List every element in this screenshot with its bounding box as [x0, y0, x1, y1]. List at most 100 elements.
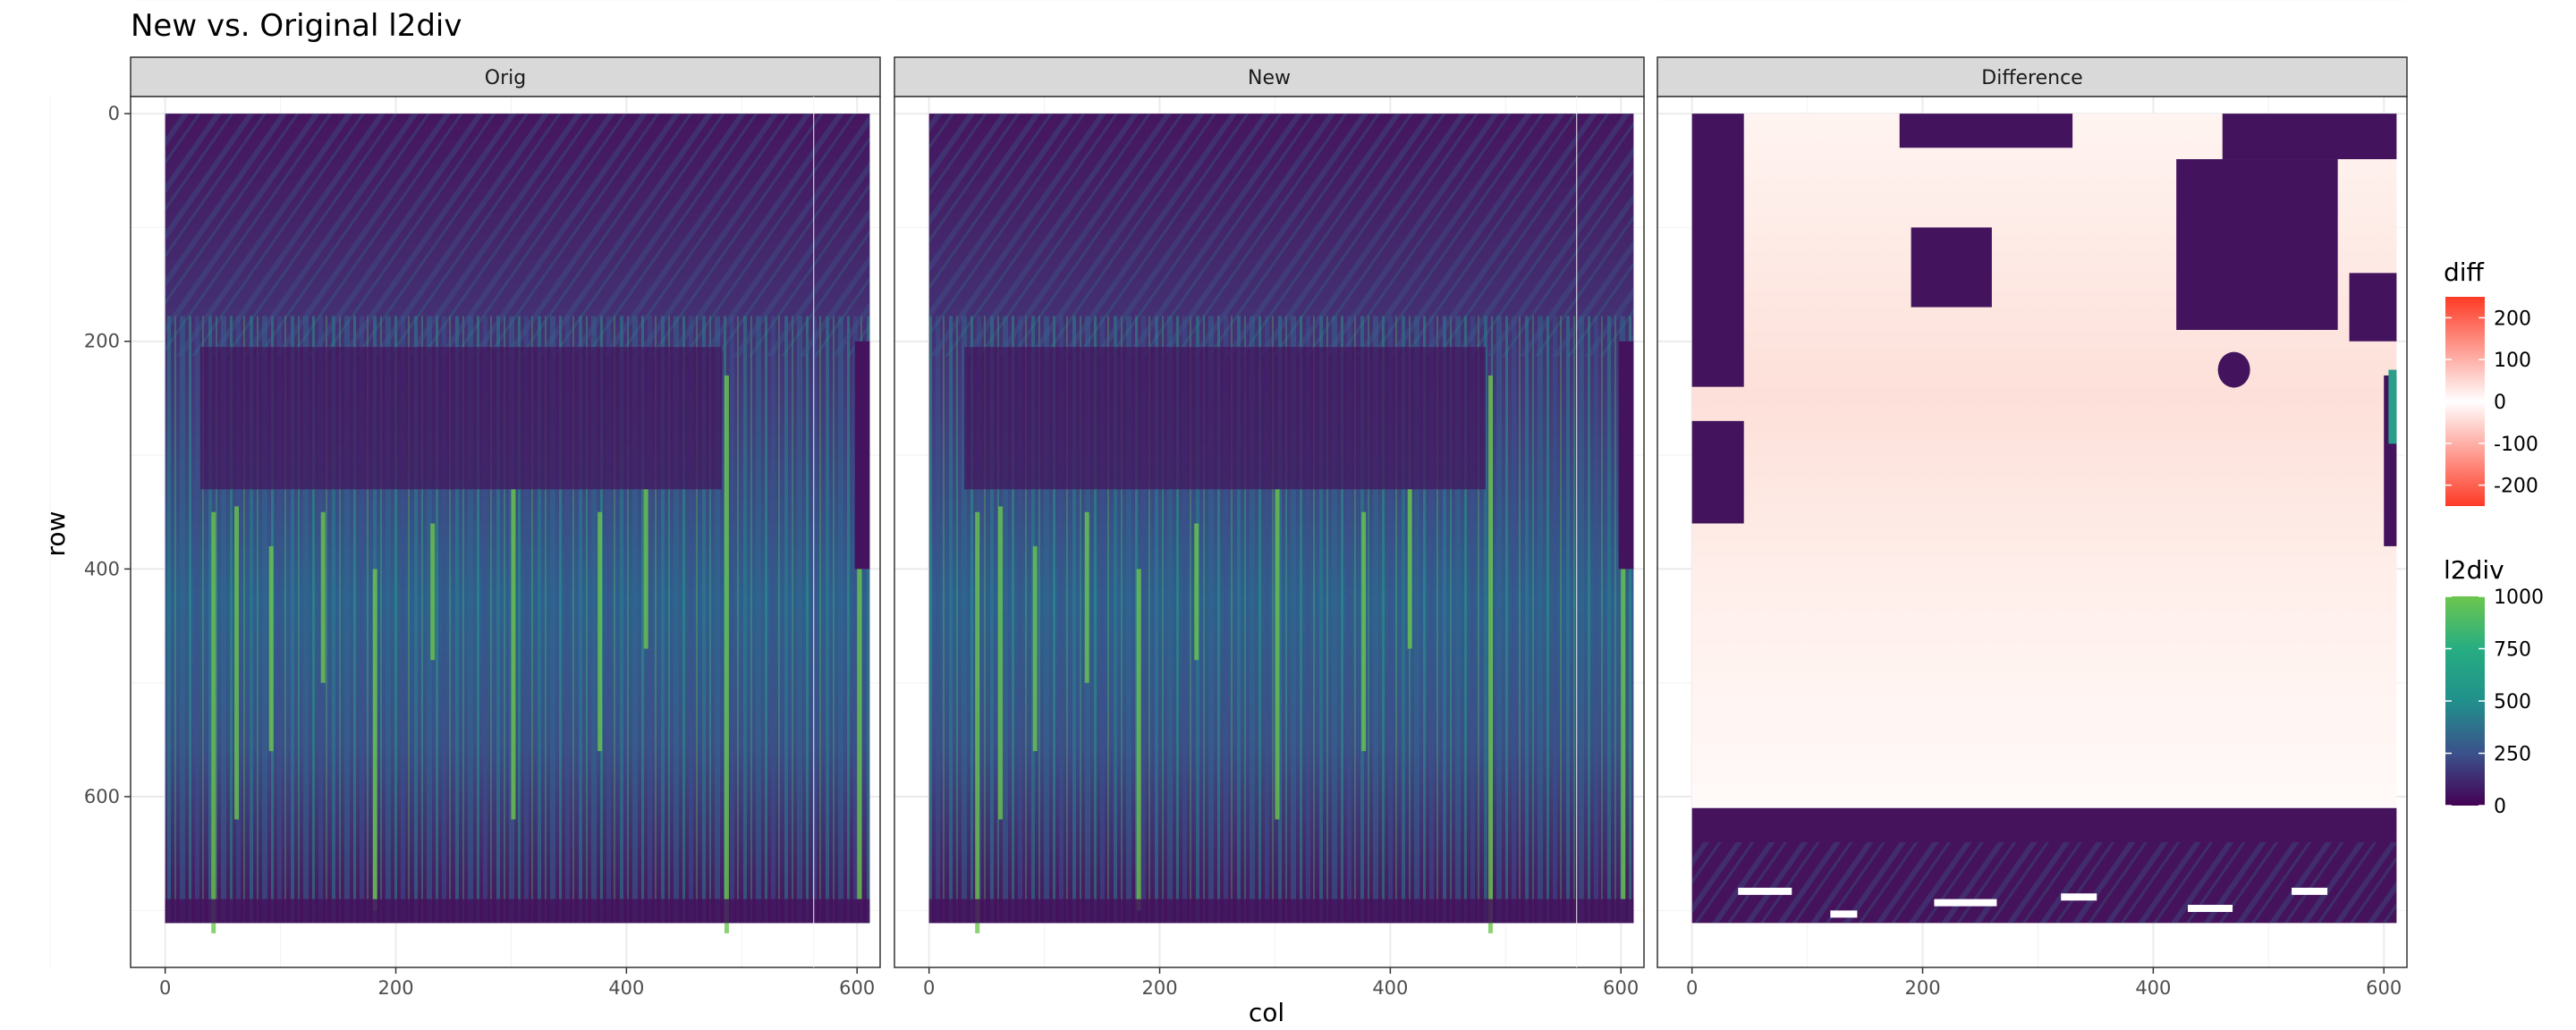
strip-background [130, 56, 881, 97]
y-axis-title: row [41, 511, 71, 557]
legend-l2div-title: l2div [2444, 555, 2504, 585]
panel-orig: Orig 0 200 400 600 0 200 400 600 [49, 0, 881, 999]
raster-bright-streak [724, 375, 729, 933]
raster-dark-patch [1899, 114, 2073, 148]
legend-label: 200 [2494, 308, 2531, 330]
raster-bright-streak [975, 511, 980, 933]
raster-speckle [1738, 887, 1792, 895]
raster-bright-streak [998, 506, 1004, 820]
x-axis-title: col [1249, 998, 1284, 1027]
raster-speckle [1830, 910, 1858, 918]
legend-label: 500 [2494, 691, 2531, 713]
panel-border [1657, 96, 2408, 968]
strip-label: New [1248, 67, 1291, 89]
x-tick-label: 400 [608, 977, 644, 999]
raster-bright-streak [597, 511, 603, 752]
raster-bottom-texture [1691, 841, 2397, 924]
raster-bright-streak [1136, 569, 1141, 911]
raster-dark-patch [2222, 114, 2397, 160]
strip-label: Orig [485, 67, 526, 89]
raster-edge-column [854, 341, 870, 570]
raster-bright-streak [1275, 489, 1280, 820]
strip-label: Difference [1981, 67, 2082, 89]
x-tick-label: 400 [2135, 977, 2171, 999]
legend-l2div-colorbar [2445, 596, 2485, 806]
legend-label: 1000 [2494, 587, 2544, 609]
raster-bright-streak [1032, 545, 1038, 752]
raster-bright-streak [1084, 511, 1089, 683]
x-tick-label: 0 [159, 977, 171, 999]
x-tick-label: 0 [923, 977, 935, 999]
raster-bright-streak [1361, 511, 1367, 752]
y-tick-label: 400 [84, 558, 120, 579]
strip-background [1657, 56, 2408, 97]
raster-bright-streak [211, 511, 216, 933]
x-tick-label: 600 [839, 977, 875, 999]
heatmap-raster [928, 114, 1634, 933]
heatmap-raster [1691, 114, 2397, 924]
x-tick-label: 200 [377, 977, 413, 999]
raster-dark-patch [1691, 420, 1744, 524]
raster-bright-streak [268, 545, 274, 752]
panel-new: New 0 200 400 600 [813, 0, 1645, 999]
x-tick-label: 200 [1141, 977, 1177, 999]
raster-bright-streak [372, 569, 377, 911]
raster-bright-streak [857, 352, 862, 899]
legend-label: 750 [2494, 639, 2531, 662]
legend-l2div: l2div 1000 750 500 250 0 [2444, 555, 2544, 818]
panel-border [130, 96, 881, 968]
strip-background [894, 56, 1645, 97]
legend-diff-title: diff [2444, 258, 2485, 287]
raster-speckle [2061, 893, 2097, 901]
x-tick-label: 0 [1686, 977, 1698, 999]
raster-bright-streak [643, 489, 648, 649]
x-tick-label: 600 [2366, 977, 2402, 999]
raster-dark-patch [2176, 159, 2338, 331]
panel-border [894, 96, 1645, 968]
y-tick-label: 200 [84, 331, 120, 352]
legend-label: -100 [2494, 434, 2538, 456]
raster-bright-streak [1194, 523, 1199, 661]
y-tick-label: 0 [108, 103, 120, 124]
x-tick-label: 600 [1603, 977, 1639, 999]
legend-label: 0 [2494, 392, 2506, 414]
x-tick-label: 400 [1372, 977, 1408, 999]
raster-speckle [2292, 887, 2328, 895]
y-tick-label: 600 [84, 786, 120, 807]
x-tick-label: 200 [1904, 977, 1940, 999]
legend-diff: diff 200 100 0 -100 -200 [2444, 258, 2538, 506]
raster-dark-blob [2217, 351, 2250, 388]
legend-l2div-labels: 1000 750 500 250 0 [2445, 587, 2544, 818]
raster-diagonals [165, 114, 870, 357]
legend-label: 100 [2494, 350, 2531, 372]
raster-edge-column [2388, 369, 2397, 444]
raster-bright-streak [234, 506, 240, 820]
raster-dark-patch [2349, 273, 2397, 342]
raster-dark-patch [1691, 114, 1744, 387]
chart-title: New vs. Original l2div [131, 8, 462, 44]
heatmap-raster [165, 114, 870, 933]
raster-bottom-strip [165, 899, 870, 924]
raster-bottom-strip [928, 899, 1634, 924]
raster-bright-streak [1487, 375, 1493, 933]
legend-label: 250 [2494, 744, 2531, 766]
raster-diagonals [928, 114, 1634, 357]
raster-bright-streak [511, 489, 516, 820]
raster-bright-streak [430, 523, 436, 661]
legend-diff-colorbar [2445, 297, 2485, 506]
legend-diff-labels: 200 100 0 -100 -200 [2445, 308, 2538, 498]
raster-dark-band [964, 347, 1486, 490]
legend-label: 0 [2494, 796, 2506, 818]
raster-speckle [2188, 904, 2233, 912]
legend-label: -200 [2494, 476, 2538, 498]
raster-dark-patch [1911, 227, 1992, 308]
raster-dark-band [200, 347, 722, 490]
panel-difference: Difference 0 200 400 600 [1576, 0, 2408, 999]
raster-bright-streak [1621, 352, 1626, 899]
raster-bright-streak [1407, 489, 1412, 649]
raster-edge-column [1618, 341, 1634, 570]
raster-bright-streak [320, 511, 326, 683]
raster-speckle [1934, 899, 1997, 907]
